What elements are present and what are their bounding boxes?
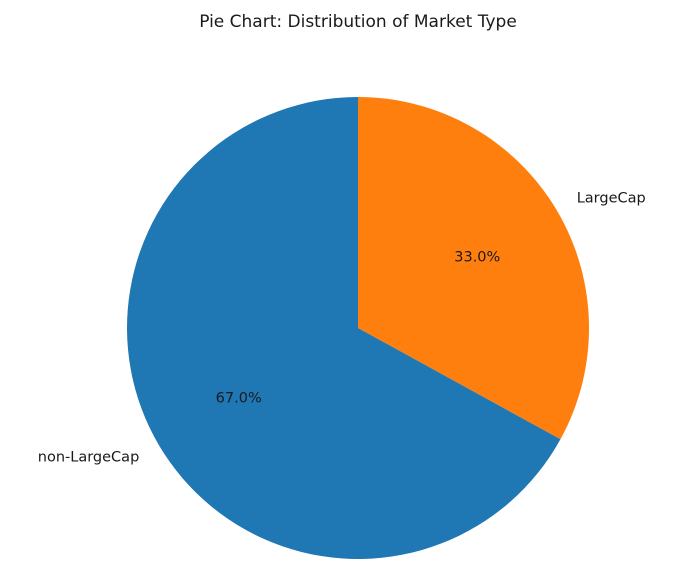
chart-title: Pie Chart: Distribution of Market Type [199,12,517,32]
percent-label-non-largecap: 67.0% [216,391,262,407]
pie-slices [127,97,590,560]
category-label-non-largecap: non-LargeCap [38,449,140,465]
category-label-largecap: LargeCap [577,191,646,207]
pie-labels: LargeCap 33.0% non-LargeCap 67.0% [38,191,646,466]
percent-label-largecap: 33.0% [454,249,500,265]
pie-slice-largecap [358,97,590,440]
pie-slice-non-largecap [127,97,561,560]
